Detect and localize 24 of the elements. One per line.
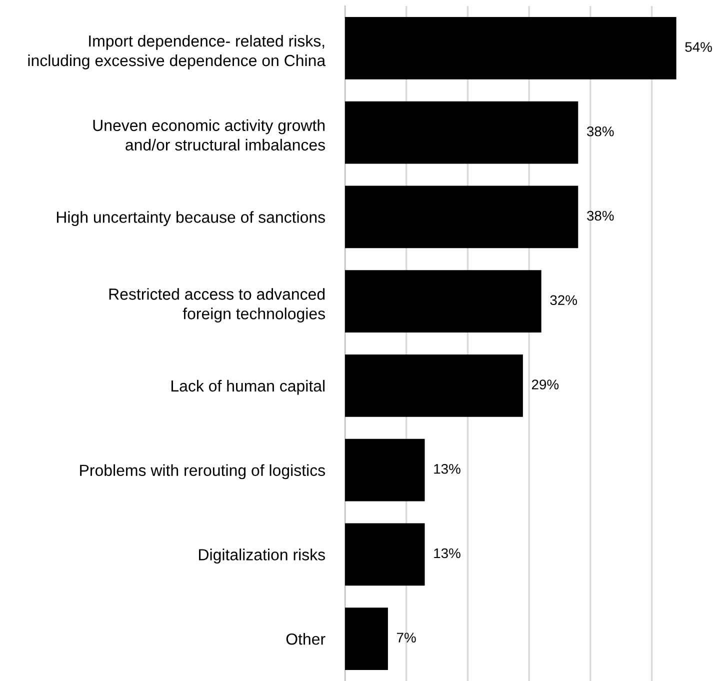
bar — [345, 523, 425, 586]
bar — [345, 101, 578, 164]
bar — [345, 354, 523, 417]
bar — [345, 608, 388, 670]
bar — [345, 270, 542, 333]
y-tick-label: Digitalization risks — [199, 548, 325, 564]
y-tick-label: Import dependence- related risks, including excessive dependence on China — [28, 34, 326, 70]
data-label: 38% — [587, 210, 614, 221]
y-tick-label: Restricted access to advanced foreign technologies — [109, 288, 325, 322]
y-tick-label: Lack of human capital — [172, 380, 324, 395]
y-tick-label: Uneven economic activity growth and/or structural imbalances — [93, 119, 325, 151]
data-label: 38% — [587, 126, 614, 136]
data-label: 7% — [396, 632, 416, 642]
data-label: 32% — [550, 295, 577, 306]
data-label: 13% — [434, 464, 460, 474]
bar — [345, 16, 676, 80]
data-label: 54% — [685, 42, 712, 52]
data-label: 13% — [434, 548, 460, 558]
y-tick-label: High uncertainty because of sanctions — [56, 211, 325, 226]
y-tick-label: Problems with rerouting of logistics — [80, 464, 325, 480]
bar — [345, 438, 425, 502]
bar — [345, 186, 578, 248]
data-label: 29% — [532, 380, 559, 390]
y-tick-label: Other — [286, 633, 326, 645]
